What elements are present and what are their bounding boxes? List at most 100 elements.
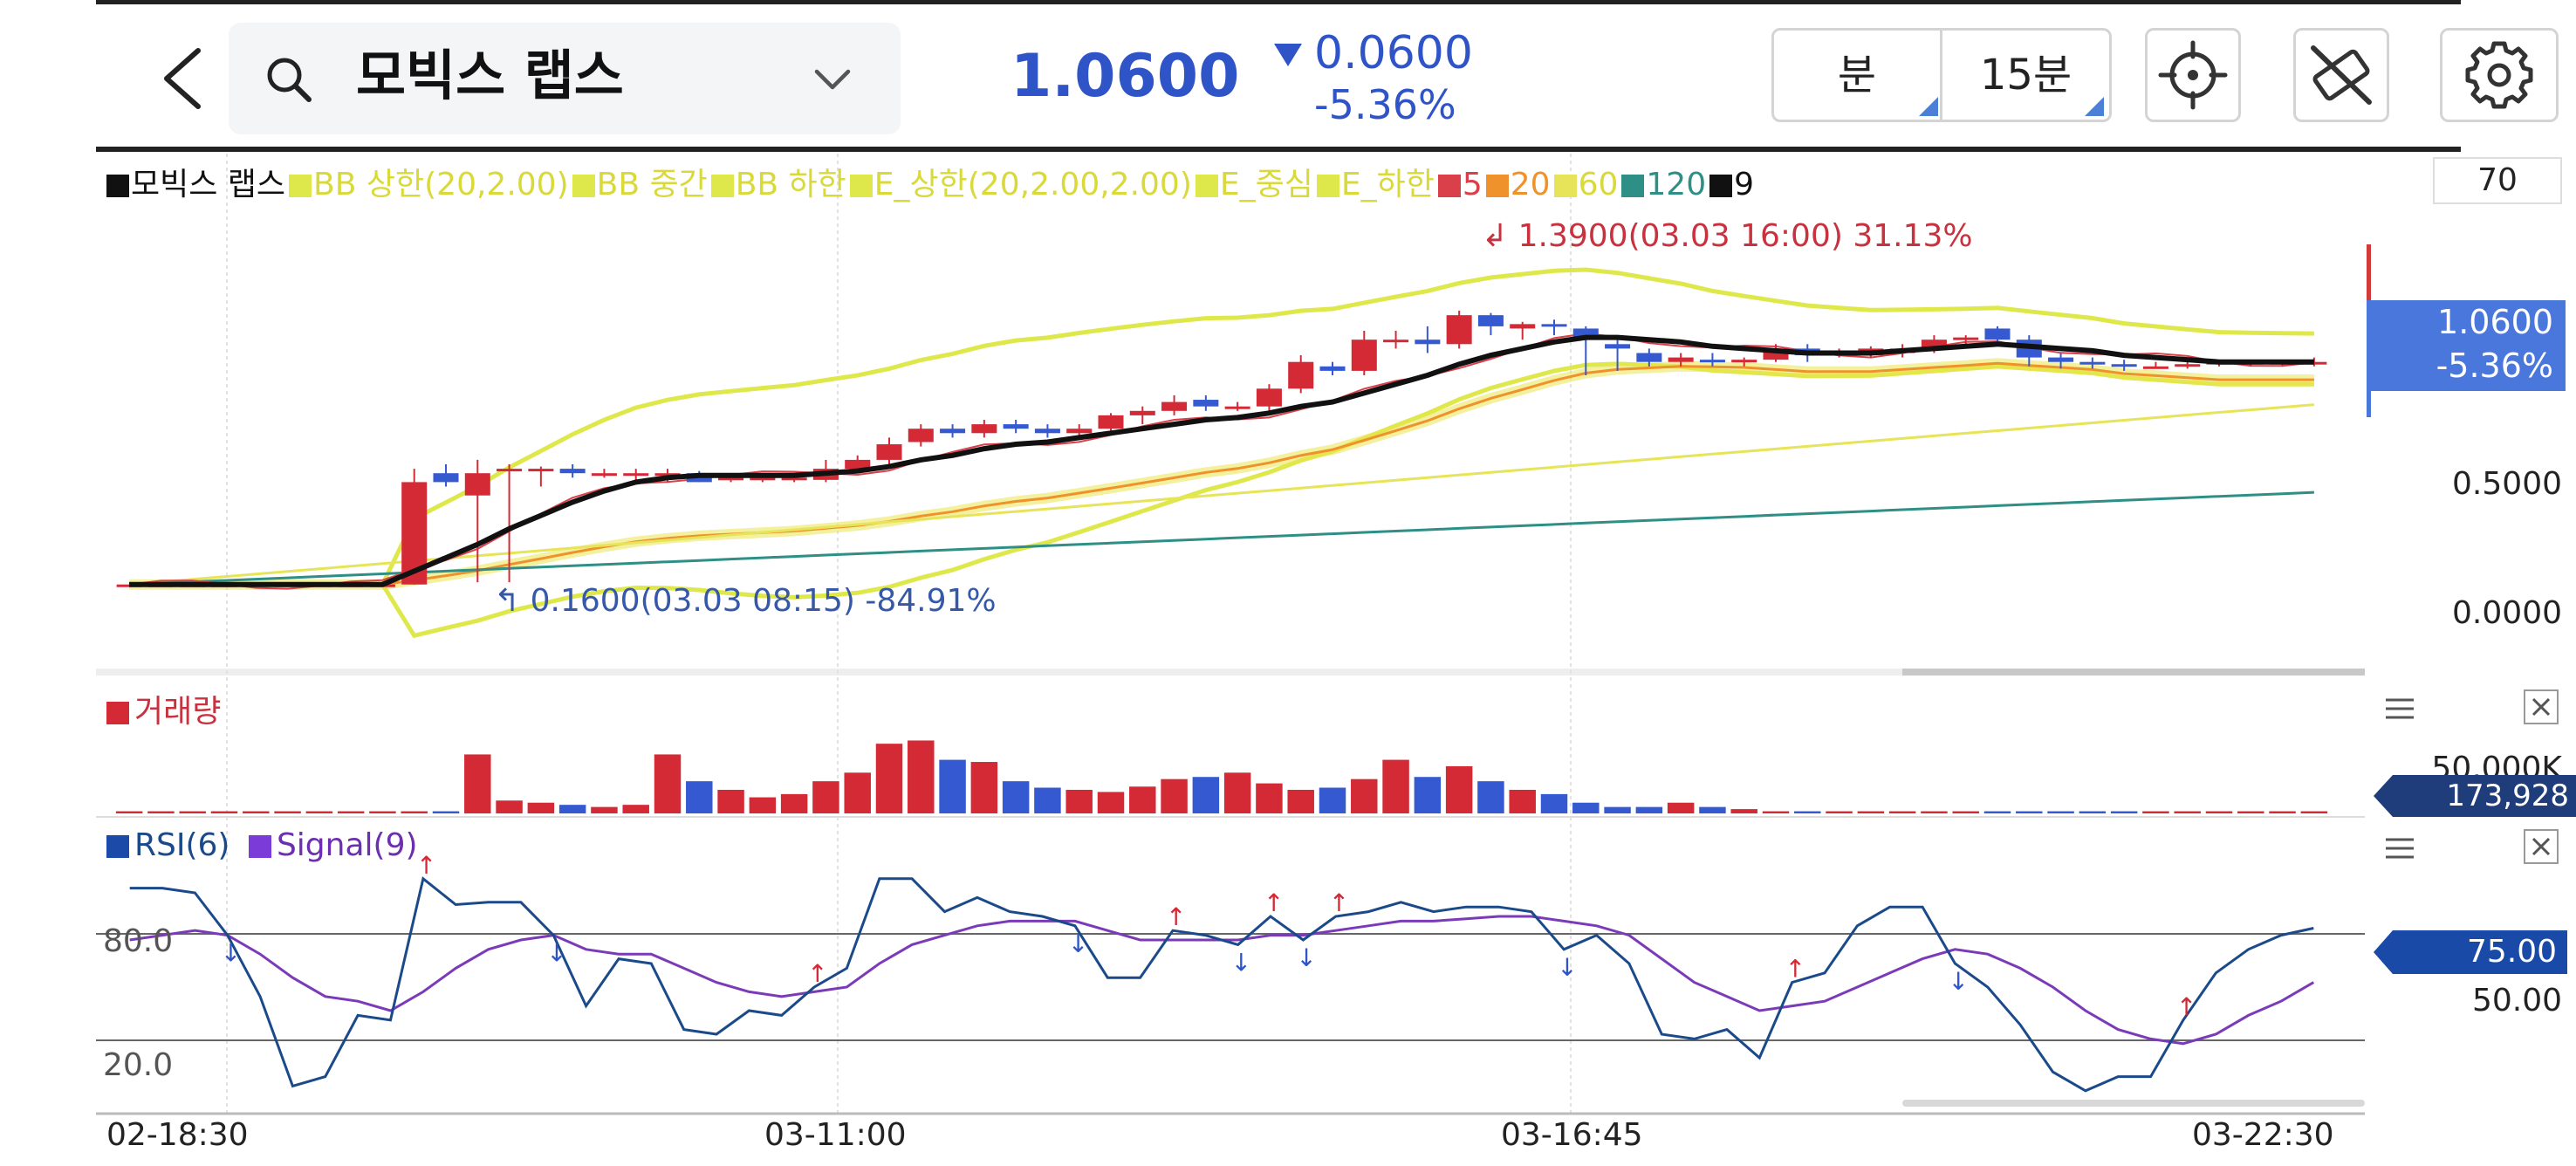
high-annotation: ↲ 1.3900(03.03 16:00) 31.13% (1482, 218, 1973, 254)
rsi-level-low: 20.0 (103, 1047, 174, 1083)
legend-item: E_하한 (1316, 167, 1436, 202)
volume-bar (464, 754, 491, 813)
candle-body (1477, 315, 1504, 326)
volume-legend-swatch (106, 702, 129, 724)
rsi-series: ↓ ↑ ↓ ↑ ↓ ↑ ↓ ↑ ↓ ↑ ↓ ↑ ↓ ↑ (96, 851, 2365, 1093)
x-tick-label: 03-16:45 (1501, 1117, 1643, 1153)
candle-body (781, 477, 807, 481)
volume-bar (1161, 778, 1188, 813)
stock-name[interactable]: 모빅스 랩스 (356, 44, 624, 107)
volume-bar (1097, 792, 1125, 813)
volume-bar (1414, 777, 1442, 813)
rsi-last-tag: 75.00 (2374, 930, 2567, 974)
legend-item: 5 (1437, 167, 1484, 202)
legend-label: E_중심 (1219, 167, 1313, 202)
back-button[interactable] (153, 44, 214, 113)
chart-area[interactable]: ↓ ↑ ↓ ↑ ↓ ↑ ↓ ↑ ↓ ↑ ↓ ↑ ↓ ↑ (96, 154, 2478, 1166)
volume-bar (970, 762, 998, 813)
volume-bar (1351, 778, 1378, 813)
legend-label: BB 하한 (735, 167, 846, 202)
chevron-down-icon[interactable] (812, 63, 853, 98)
candle-body (908, 429, 934, 442)
candle-body (1193, 400, 1219, 407)
price-tag-pct: -5.36% (2436, 346, 2553, 385)
volume-bar (558, 805, 586, 813)
header: 모빅스 랩스 1.0600 0.0600 -5.36% 분 15분 (0, 0, 2576, 152)
chevron-left-icon (164, 48, 201, 109)
rsi-menu-icon[interactable] (2384, 836, 2415, 861)
crosshair-button[interactable] (2145, 28, 2241, 122)
volume-bar (1699, 806, 1726, 813)
legend-swatch (289, 175, 312, 197)
main-legend: 모빅스 랩스 BB 상한(20,2.00) BB 중간 BB 하한 E_상한(20,2.… (106, 162, 1757, 208)
volume-bar (115, 811, 143, 813)
legend-swatch (1437, 175, 1461, 197)
high-arrow-icon: ↲ (1482, 218, 1518, 254)
volume-bar (1667, 802, 1695, 813)
sell-signal-arrow: ↓ (546, 939, 566, 968)
candle-body (2048, 357, 2074, 362)
legend-label: BB 중간 (596, 167, 708, 202)
legend-swatch (1709, 175, 1733, 197)
volume-menu-icon[interactable] (2384, 696, 2415, 721)
volume-bar (686, 781, 713, 813)
candle-body (623, 473, 649, 477)
low-arrow-icon: ↰ (494, 583, 531, 619)
volume-bar (305, 811, 333, 813)
ma120-line (129, 490, 2314, 586)
volume-bar (812, 781, 839, 813)
period-interval-button[interactable]: 15분 (1979, 51, 2072, 99)
candle-body (1383, 340, 1409, 343)
buy-signal-arrow: ↑ (1264, 888, 1284, 917)
volume-close-button[interactable] (2524, 689, 2559, 724)
gear-icon (2465, 41, 2533, 109)
crosshair-icon (2158, 40, 2228, 110)
stock-search-box[interactable] (229, 23, 901, 134)
legend-swatch (1195, 175, 1218, 197)
volume-bar (1857, 811, 1885, 813)
candle-body (876, 444, 902, 460)
chart-grid (96, 154, 2365, 1115)
volume-bar (654, 754, 682, 813)
volume-bar (179, 811, 206, 813)
volume-last-tag: 173,928 (2374, 775, 2576, 817)
volume-bar (749, 797, 777, 813)
drawing-tools-off-icon (2311, 45, 2372, 105)
volume-bar (2237, 811, 2264, 813)
volume-bar (1635, 806, 1663, 813)
legend-label: 모빅스 랩스 (131, 167, 286, 202)
volume-bar (1794, 811, 1821, 813)
settings-button[interactable] (2440, 28, 2559, 122)
candle-body (1351, 340, 1377, 371)
rsi-close-button[interactable] (2524, 829, 2559, 864)
candle-body (845, 459, 871, 470)
candle-body (1415, 340, 1441, 345)
legend-item: 9 (1709, 167, 1756, 202)
legend-swatch (106, 175, 129, 197)
period-unit-button[interactable]: 분 (1774, 31, 1942, 120)
rsi-line (129, 876, 2314, 1093)
drawing-tools-button[interactable] (2293, 28, 2389, 122)
scale-input[interactable]: 70 (2433, 157, 2562, 204)
x-tick-label: 02-18:30 (106, 1117, 249, 1153)
volume-bar (1762, 811, 1790, 813)
volume-bar (591, 806, 618, 813)
signal-legend-swatch (248, 835, 271, 858)
candle-body (971, 424, 997, 434)
legend-item: E_상한(20,2.00,2.00) (849, 167, 1194, 202)
volume-bar (401, 811, 428, 813)
candle-body (1224, 406, 1250, 409)
candle-body (1541, 324, 1567, 327)
volume-bar (1034, 787, 1061, 813)
price-range-bar-up (2367, 244, 2371, 328)
volume-bar (2079, 811, 2107, 813)
search-icon (262, 52, 318, 108)
candle-body (2175, 364, 2201, 367)
current-price-tag: 1.0600 -5.36% (2367, 300, 2566, 391)
price-tag-value: 1.0600 (2437, 303, 2553, 341)
ma9-line (129, 334, 2314, 587)
candle-body (464, 473, 490, 496)
legend-item: 모빅스 랩스 (106, 167, 287, 202)
volume-bar (1477, 781, 1504, 813)
current-price: 1.0600 (1011, 42, 1240, 111)
